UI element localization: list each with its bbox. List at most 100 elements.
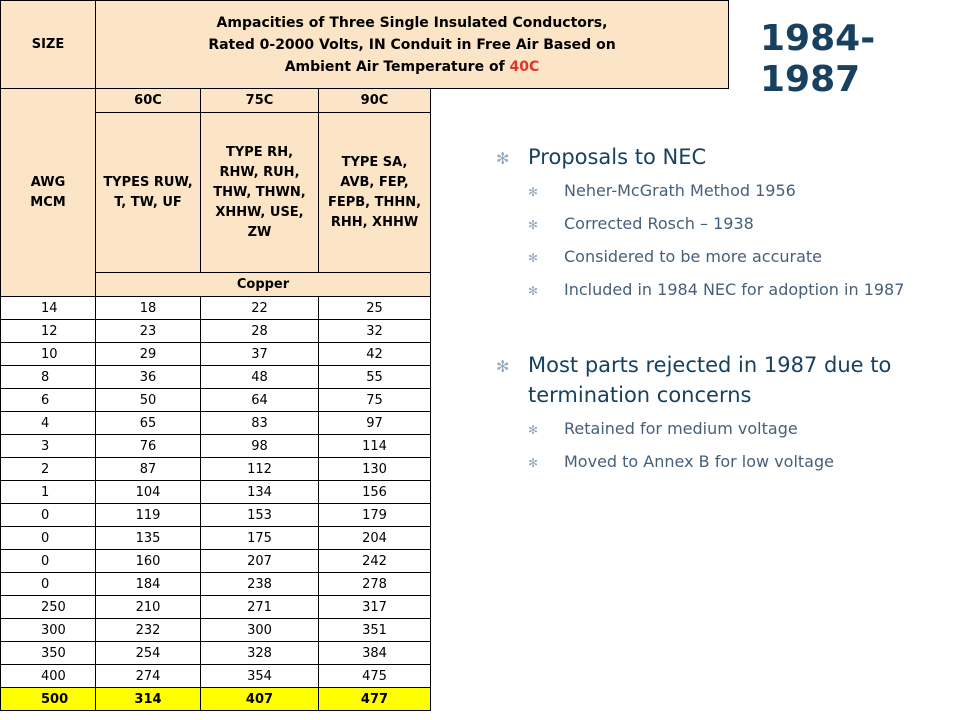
ampacity-cell: 242 bbox=[318, 549, 431, 573]
slide-title: 1984-1987 bbox=[760, 18, 876, 100]
sub-bullet-text: Retained for medium voltage bbox=[564, 419, 798, 438]
bullet-rejected: ✻ Most parts rejected in 1987 due to ter… bbox=[496, 350, 946, 410]
table-title: Ampacities of Three Single Insulated Con… bbox=[95, 0, 729, 89]
temp-90c: 90C bbox=[318, 88, 431, 113]
table-row: 300 232 300 351 bbox=[0, 618, 729, 642]
ampacity-cell: 204 bbox=[318, 526, 431, 550]
size-cell: 0 bbox=[0, 572, 96, 596]
size-cell: 0 bbox=[0, 549, 96, 573]
ampacity-cell: 384 bbox=[318, 641, 431, 665]
ampacity-cell: 207 bbox=[200, 549, 319, 573]
ampacity-cell: 175 bbox=[200, 526, 319, 550]
ampacity-cell: 407 bbox=[200, 687, 319, 711]
ampacity-cell: 25 bbox=[318, 296, 431, 320]
temp-60c: 60C bbox=[95, 88, 201, 113]
asterisk-bullet-icon: ✻ bbox=[528, 423, 539, 437]
table-row: 250 210 271 317 bbox=[0, 595, 729, 619]
ampacity-cell: 36 bbox=[95, 365, 201, 389]
ampacity-cell: 83 bbox=[200, 411, 319, 435]
size-cell: 10 bbox=[0, 342, 96, 366]
size-cell: 2 bbox=[0, 457, 96, 481]
ampacity-cell: 130 bbox=[318, 457, 431, 481]
ampacity-cell: 179 bbox=[318, 503, 431, 527]
ampacity-cell: 135 bbox=[95, 526, 201, 550]
table-title-line-1: Ampacities of Three Single Insulated Con… bbox=[216, 14, 608, 31]
size-cell: 12 bbox=[0, 319, 96, 343]
size-header: SIZE bbox=[0, 0, 96, 89]
ampacity-cell: 114 bbox=[318, 434, 431, 458]
size-cell: 0 bbox=[0, 526, 96, 550]
table-row: 6 50 64 75 bbox=[0, 388, 729, 412]
asterisk-bullet-icon: ✻ bbox=[528, 185, 539, 199]
ampacity-cell: 64 bbox=[200, 388, 319, 412]
ampacity-cell: 351 bbox=[318, 618, 431, 642]
sub-bullet: ✻ Considered to be more accurate bbox=[528, 244, 946, 270]
type-90c: TYPE SA, AVB, FEP, FEPB, THHN, RHH, XHHW bbox=[318, 112, 431, 273]
sub-bullet: ✻ Retained for medium voltage bbox=[528, 416, 946, 442]
ampacity-cell: 317 bbox=[318, 595, 431, 619]
sub-bullet-text: Moved to Annex B for low voltage bbox=[564, 452, 834, 471]
size-cell: 400 bbox=[0, 664, 96, 688]
ampacity-cell: 238 bbox=[200, 572, 319, 596]
ampacity-cell: 104 bbox=[95, 480, 201, 504]
ampacity-cell: 119 bbox=[95, 503, 201, 527]
table-title-line-2: Rated 0-2000 Volts, IN Conduit in Free A… bbox=[208, 36, 616, 53]
asterisk-bullet-icon: ✻ bbox=[528, 251, 539, 265]
ampacity-cell: 153 bbox=[200, 503, 319, 527]
ampacity-cell: 156 bbox=[318, 480, 431, 504]
ampacity-cell: 29 bbox=[95, 342, 201, 366]
type-75c: TYPE RH, RHW, RUH, THW, THWN, XHHW, USE,… bbox=[200, 112, 319, 273]
table-row: 0 119 153 179 bbox=[0, 503, 729, 527]
ampacity-cell: 354 bbox=[200, 664, 319, 688]
ampacity-cell: 271 bbox=[200, 595, 319, 619]
temp-75c: 75C bbox=[200, 88, 319, 113]
size-cell: 0 bbox=[0, 503, 96, 527]
size-cell: 1 bbox=[0, 480, 96, 504]
table-row: 0 184 238 278 bbox=[0, 572, 729, 596]
ampacity-cell: 28 bbox=[200, 319, 319, 343]
table-row: 4 65 83 97 bbox=[0, 411, 729, 435]
awg-label: AWG bbox=[30, 174, 66, 190]
ampacity-cell: 112 bbox=[200, 457, 319, 481]
sub-bullet-text: Neher-McGrath Method 1956 bbox=[564, 181, 796, 200]
size-cell: 14 bbox=[0, 296, 96, 320]
ampacity-cell: 98 bbox=[200, 434, 319, 458]
ambient-temp: 40C bbox=[509, 58, 540, 75]
asterisk-bullet-icon: ✻ bbox=[528, 218, 539, 232]
ampacity-cell: 232 bbox=[95, 618, 201, 642]
size-cell: 300 bbox=[0, 618, 96, 642]
ampacity-cell: 50 bbox=[95, 388, 201, 412]
bullet-text: Most parts rejected in 1987 due to termi… bbox=[528, 353, 892, 407]
ampacity-table: SIZE Ampacities of Three Single Insulate… bbox=[0, 0, 729, 711]
bullet-proposals: ✻ Proposals to NEC bbox=[496, 142, 946, 172]
size-cell: 3 bbox=[0, 434, 96, 458]
ampacity-cell: 254 bbox=[95, 641, 201, 665]
ampacity-cell: 184 bbox=[95, 572, 201, 596]
ampacity-cell: 48 bbox=[200, 365, 319, 389]
ampacity-cell: 134 bbox=[200, 480, 319, 504]
material-header: Copper bbox=[95, 272, 431, 297]
table-row: 1 104 134 156 bbox=[0, 480, 729, 504]
ampacity-cell: 55 bbox=[318, 365, 431, 389]
sub-bullet-text: Corrected Rosch – 1938 bbox=[564, 214, 754, 233]
ampacity-cell: 278 bbox=[318, 572, 431, 596]
sub-bullet: ✻ Neher-McGrath Method 1956 bbox=[528, 178, 946, 204]
bullet-list: ✻ Proposals to NEC ✻ Neher-McGrath Metho… bbox=[496, 142, 946, 482]
ampacity-cell: 75 bbox=[318, 388, 431, 412]
asterisk-bullet-icon: ✻ bbox=[496, 149, 510, 168]
size-cell: 6 bbox=[0, 388, 96, 412]
table-row: 2 87 112 130 bbox=[0, 457, 729, 481]
bullet-text: Proposals to NEC bbox=[528, 145, 707, 169]
table-row: 350 254 328 384 bbox=[0, 641, 729, 665]
awg-mcm-header: AWG MCM bbox=[0, 88, 96, 297]
ampacity-cell: 97 bbox=[318, 411, 431, 435]
size-cell: 500 bbox=[0, 687, 96, 711]
ampacity-cell: 274 bbox=[95, 664, 201, 688]
asterisk-bullet-icon: ✻ bbox=[528, 284, 539, 298]
table-row: 0 160 207 242 bbox=[0, 549, 729, 573]
ampacity-cell: 37 bbox=[200, 342, 319, 366]
ampacity-cell: 65 bbox=[95, 411, 201, 435]
mcm-label: MCM bbox=[30, 194, 66, 210]
ampacity-cell: 328 bbox=[200, 641, 319, 665]
sub-bullet-text: Considered to be more accurate bbox=[564, 247, 822, 266]
